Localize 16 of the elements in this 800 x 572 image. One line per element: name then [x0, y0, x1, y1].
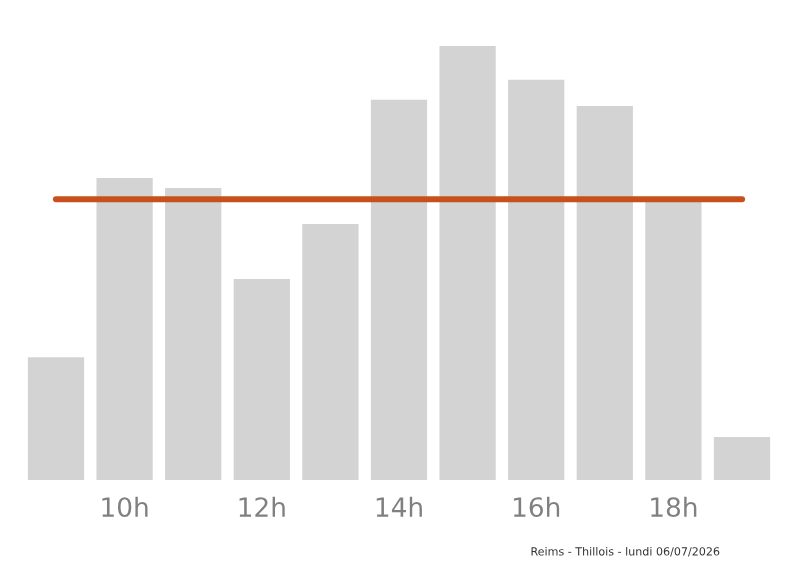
x-tick-label: 12h — [239, 496, 285, 517]
bar — [508, 79, 565, 480]
bar — [370, 99, 428, 480]
bar — [645, 200, 702, 480]
bar — [27, 357, 85, 480]
x-tick-label: 10h — [102, 496, 148, 518]
bar — [96, 177, 153, 480]
bar — [302, 223, 359, 480]
x-tick-label: 16h — [513, 496, 560, 518]
x-tick-label: 18h — [651, 496, 697, 518]
x-tick-label: 14h — [376, 496, 422, 517]
bar — [165, 187, 222, 480]
bar — [233, 279, 290, 480]
bar — [713, 437, 771, 480]
bar — [576, 105, 633, 480]
bar — [439, 46, 496, 480]
